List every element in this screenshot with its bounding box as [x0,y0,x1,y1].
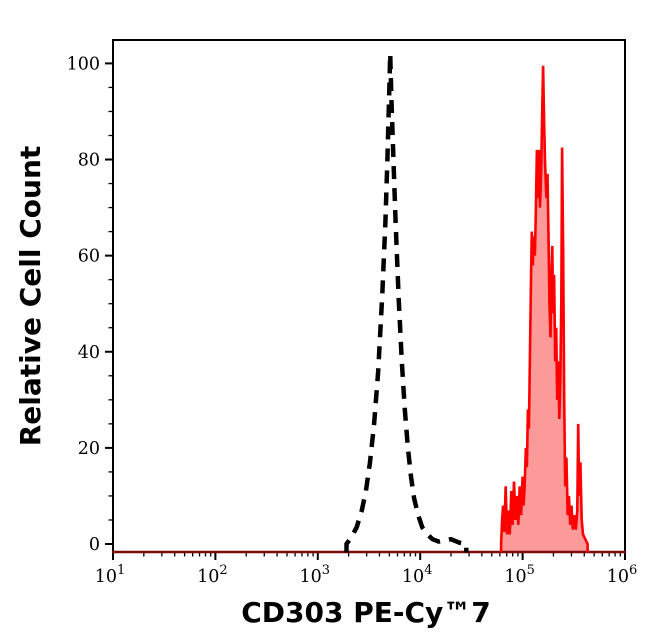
y-tick-label: 80 [78,151,100,171]
y-tick-label: 0 [89,535,100,555]
x-tick-label: 106 [607,563,638,587]
cd303-pe-cy7-stained-fill [501,65,588,553]
x-tick-label: 105 [504,563,535,587]
x-tick-label: 102 [197,563,228,587]
unstained-control-curve [344,53,469,553]
x-axis-title: CD303 PE-Cy™7 [241,596,491,629]
x-tick-label: 103 [300,563,331,587]
x-tick-label: 104 [402,563,433,587]
plot-area: 0 20 40 60 80 100 101 102 103 104 105 106 [67,39,638,587]
y-tick-label: 100 [67,54,100,74]
y-axis-title: Relative Cell Count [14,146,47,447]
y-tick-label: 60 [78,247,100,267]
x-tick-label: 101 [95,563,126,587]
cd303-pe-cy7-stained-curve [499,65,589,553]
y-tick-label: 40 [78,343,100,363]
y-tick-label: 20 [78,439,100,459]
